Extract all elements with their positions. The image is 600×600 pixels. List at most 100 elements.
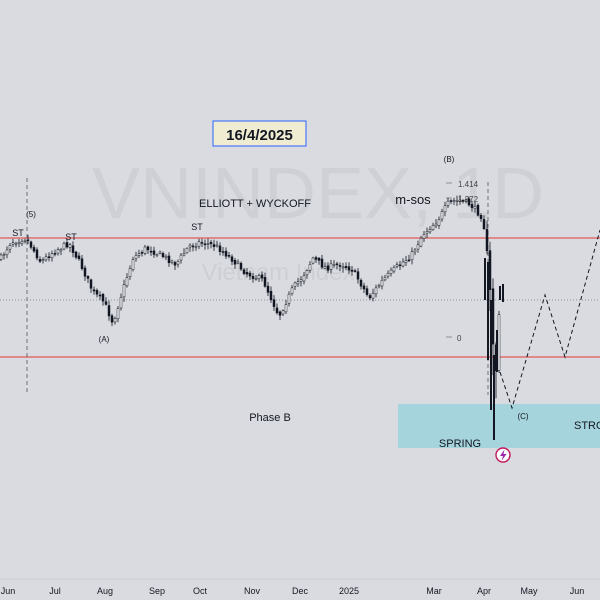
- candle-body: [449, 200, 453, 202]
- candle-body: [332, 264, 336, 266]
- x-tick-label: Jun: [1, 586, 16, 596]
- candle-body: [335, 263, 339, 266]
- candle-body: [347, 266, 351, 271]
- x-tick-label: Oct: [193, 586, 208, 596]
- candle-body: [395, 264, 399, 267]
- candle-body: [68, 244, 72, 248]
- candle-body: [389, 269, 393, 274]
- candle-body: [2, 254, 6, 256]
- strong-label: STRO: [574, 420, 600, 432]
- candle-body: [464, 199, 468, 202]
- candle-body: [83, 267, 87, 277]
- candle-body: [203, 243, 207, 246]
- candle-body: [416, 244, 420, 250]
- candle-body: [437, 219, 441, 226]
- x-tick-label: Mar: [426, 586, 442, 596]
- x-tick-label: Jul: [49, 586, 61, 596]
- wave-a-label: (A): [99, 335, 110, 344]
- candle-body: [493, 355, 495, 440]
- msos-label: m-sos: [395, 192, 431, 207]
- candle-body: [356, 271, 360, 280]
- candle-body: [44, 256, 48, 261]
- candle-body: [0, 254, 3, 260]
- candle-body: [479, 214, 483, 219]
- candle-body: [317, 257, 321, 261]
- candle-body: [272, 299, 276, 307]
- candle-body: [401, 261, 405, 267]
- candle-body: [302, 275, 306, 282]
- watermark-symbol: VNINDEX, 1D: [92, 154, 544, 234]
- candle-body: [263, 277, 267, 287]
- candle-body: [17, 242, 21, 245]
- candle-body: [371, 293, 375, 299]
- candle-body: [296, 281, 300, 285]
- candle-body: [125, 277, 129, 287]
- x-tick-label: Sep: [149, 586, 165, 596]
- candle-body: [491, 288, 495, 345]
- candle-body: [128, 268, 132, 277]
- candle-body: [431, 225, 435, 230]
- candle-body: [71, 245, 75, 253]
- candle-body: [329, 263, 333, 270]
- candle-body: [398, 264, 402, 267]
- candle-body: [20, 241, 24, 244]
- candle-body: [173, 262, 177, 266]
- candle-body: [191, 245, 195, 248]
- candle-body: [194, 246, 198, 248]
- candle-body: [221, 251, 225, 253]
- candle-body: [419, 237, 423, 247]
- candle-body: [188, 244, 192, 248]
- candle-body: [299, 279, 303, 282]
- candle-body: [311, 257, 315, 264]
- wave-c-label: (C): [517, 412, 528, 421]
- candle-body: [74, 251, 78, 258]
- candle-body: [119, 297, 123, 309]
- projection-path: [499, 229, 600, 410]
- candle-body: [502, 284, 504, 302]
- candle-body: [134, 255, 138, 259]
- candle-body: [341, 266, 345, 269]
- candle-body: [59, 249, 63, 252]
- candle-body: [425, 231, 429, 234]
- wave-b-label: (B): [444, 155, 455, 164]
- candle-body: [383, 277, 387, 281]
- x-tick-label: Apr: [477, 586, 491, 596]
- candle-body: [152, 250, 156, 255]
- candle-body: [239, 262, 243, 270]
- candle-body: [167, 255, 171, 264]
- candle-body: [35, 249, 39, 259]
- candle-body: [245, 271, 249, 275]
- candle-body: [485, 228, 489, 252]
- candle-body: [62, 243, 66, 250]
- spring-label: SPRING: [439, 438, 481, 450]
- candle-body: [77, 255, 81, 260]
- candle-body: [476, 204, 480, 216]
- phase-b-label: Phase B: [249, 412, 291, 424]
- x-tick-label: Nov: [244, 586, 261, 596]
- candle-body: [209, 241, 213, 245]
- candle-body: [53, 253, 57, 255]
- candle-body: [236, 261, 240, 264]
- x-tick-label: Jun: [570, 586, 585, 596]
- candle-body: [377, 285, 381, 288]
- candle-body: [353, 270, 357, 272]
- candle-body: [290, 287, 294, 294]
- candle-body: [98, 294, 102, 297]
- candle-body: [275, 307, 279, 314]
- candle-body: [461, 200, 465, 202]
- candle-body: [326, 265, 330, 271]
- date-box: [212, 120, 307, 147]
- lightning-bolt-icon[interactable]: [495, 447, 511, 463]
- candle-body: [254, 278, 258, 280]
- st-label-3: ST: [191, 222, 203, 232]
- candle-body: [212, 244, 216, 247]
- candle-body: [29, 241, 33, 248]
- candle-body: [101, 294, 105, 302]
- candle-body: [305, 270, 309, 276]
- candle-body: [350, 269, 354, 272]
- candle-body: [314, 257, 318, 260]
- candle-body: [149, 250, 153, 253]
- candles-group: [0, 195, 504, 440]
- candle-body: [446, 200, 450, 206]
